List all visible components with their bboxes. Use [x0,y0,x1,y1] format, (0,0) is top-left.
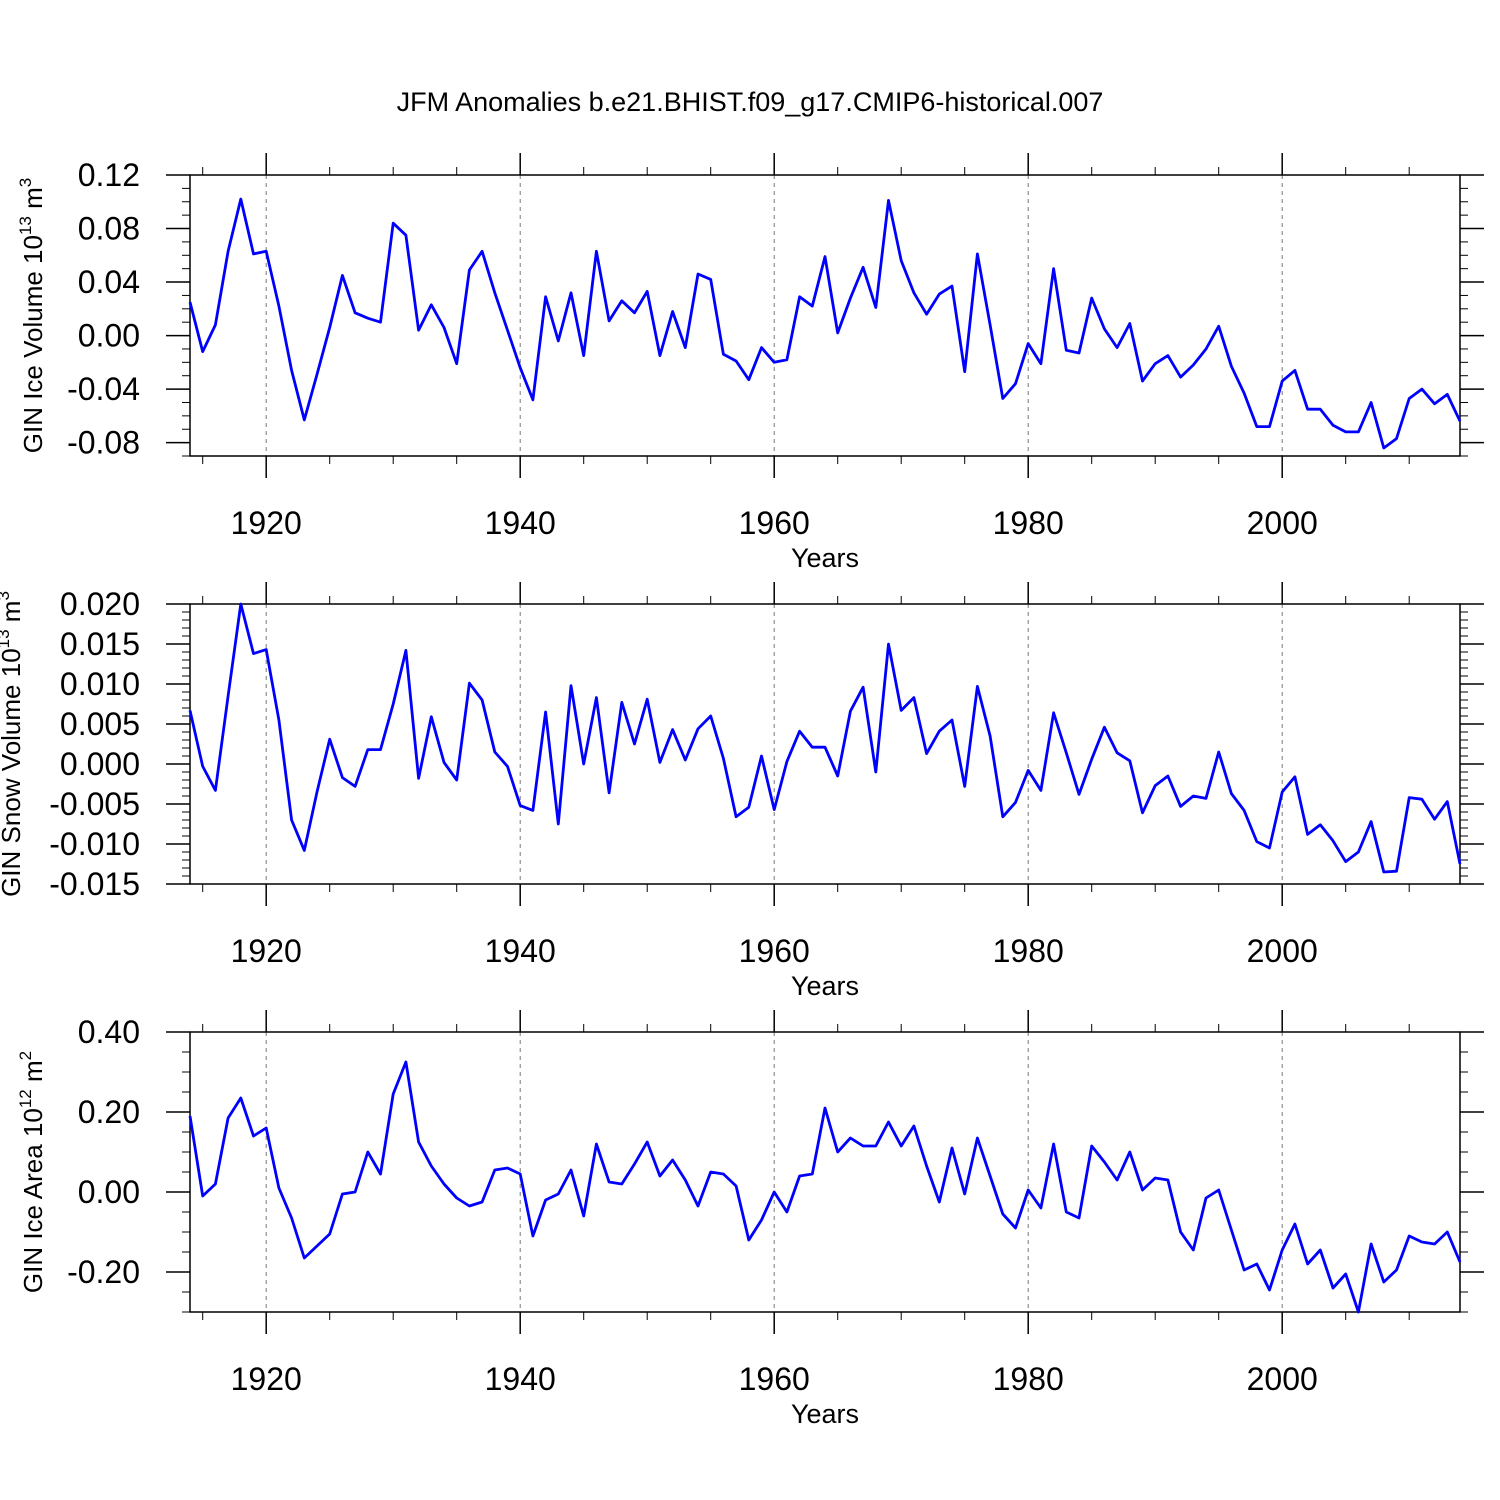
y-axis-label-text: GIN Ice Area 10 [18,1108,48,1293]
y-tick-label: -0.005 [49,786,140,822]
x-tick-label: 1940 [485,1361,556,1397]
y-tick-label: 0.40 [78,1014,140,1050]
panels: 1920 1940 1960 1980 2000 0.12 0.08 0.04 0.00 -0.0… [0,153,1484,1429]
x-axis-label: Years [791,1399,859,1429]
series-line-gin-ice-area [188,1060,1462,1314]
x-tick-label: 1980 [993,505,1064,541]
y-tick-label: 0.08 [78,211,140,247]
plot-frame [189,174,1461,457]
y-axis-label: GIN Ice Volume 1013 m3 [16,178,48,454]
y-tick-label: 0.005 [60,706,140,742]
y-axis-label-unit: m [18,187,48,216]
y-tick-label: 0.00 [78,1174,140,1210]
y-axis-label-exponent: 13 [16,216,35,235]
x-tick-label: 1960 [739,505,810,541]
x-tick-label: 2000 [1247,1361,1318,1397]
y-axis-label-exponent: 12 [16,1089,35,1108]
y-tick-label: 0.04 [78,264,140,300]
y-axis-label-unit-exponent: 3 [16,178,35,187]
y-tick-label: 0.020 [60,586,140,622]
y-axis-label-text: GIN Ice Volume 10 [18,235,48,453]
x-tick-label: 1920 [231,933,302,969]
x-tick-label: 1940 [485,933,556,969]
y-tick-label: -0.04 [67,371,140,407]
y-tick-label: -0.015 [49,866,140,902]
figure-title: JFM Anomalies b.e21.BHIST.f09_g17.CMIP6-… [397,87,1104,117]
series-line-gin-ice-volume [188,197,1462,450]
chart-panel-1: 1920 1940 1960 1980 2000 0.12 0.08 0.04 0.00 -0.0… [16,153,1484,573]
x-tick-label: 2000 [1247,933,1318,969]
x-tick-label: 1920 [231,505,302,541]
x-axis-label: Years [791,971,859,1001]
x-tick-label: 1980 [993,1361,1064,1397]
y-tick-label: -0.010 [49,826,140,862]
y-axis-label-unit: m [0,601,26,630]
y-tick-label: -0.08 [67,425,140,461]
x-tick-label: 1960 [739,1361,810,1397]
chart-panel-3: 1920 1940 1960 1980 2000 0.40 0.20 0.00 -0.20 Yea… [16,1010,1484,1429]
x-tick-label: 1960 [739,933,810,969]
y-tick-label: 0.015 [60,626,140,662]
series-line-gin-snow-volume [188,602,1462,874]
y-axis-label-exponent: 13 [0,629,13,648]
y-tick-label: -0.20 [67,1254,140,1290]
x-tick-label: 2000 [1247,505,1318,541]
chart-panel-2: 1920 1940 1960 1980 2000 0.020 0.015 0.010 0.005… [0,582,1484,1001]
y-axis-label: GIN Snow Volume 1013 m3 [0,591,26,897]
y-tick-label: 0.000 [60,746,140,782]
y-tick-label: 0.12 [78,157,140,193]
plot-frame [189,603,1461,885]
x-tick-label: 1940 [485,505,556,541]
y-axis-label: GIN Ice Area 1012 m2 [16,1051,48,1293]
x-tick-label: 1980 [993,933,1064,969]
x-axis-label: Years [791,543,859,573]
x-tick-label: 1920 [231,1361,302,1397]
y-tick-label: 0.00 [78,318,140,354]
y-axis-label-text: GIN Snow Volume 10 [0,648,26,897]
y-axis-label-unit-exponent: 3 [0,591,13,600]
y-tick-label: 0.20 [78,1094,140,1130]
y-axis-label-unit-exponent: 2 [16,1051,35,1060]
y-tick-label: 0.010 [60,666,140,702]
y-axis-label-unit: m [18,1060,48,1089]
